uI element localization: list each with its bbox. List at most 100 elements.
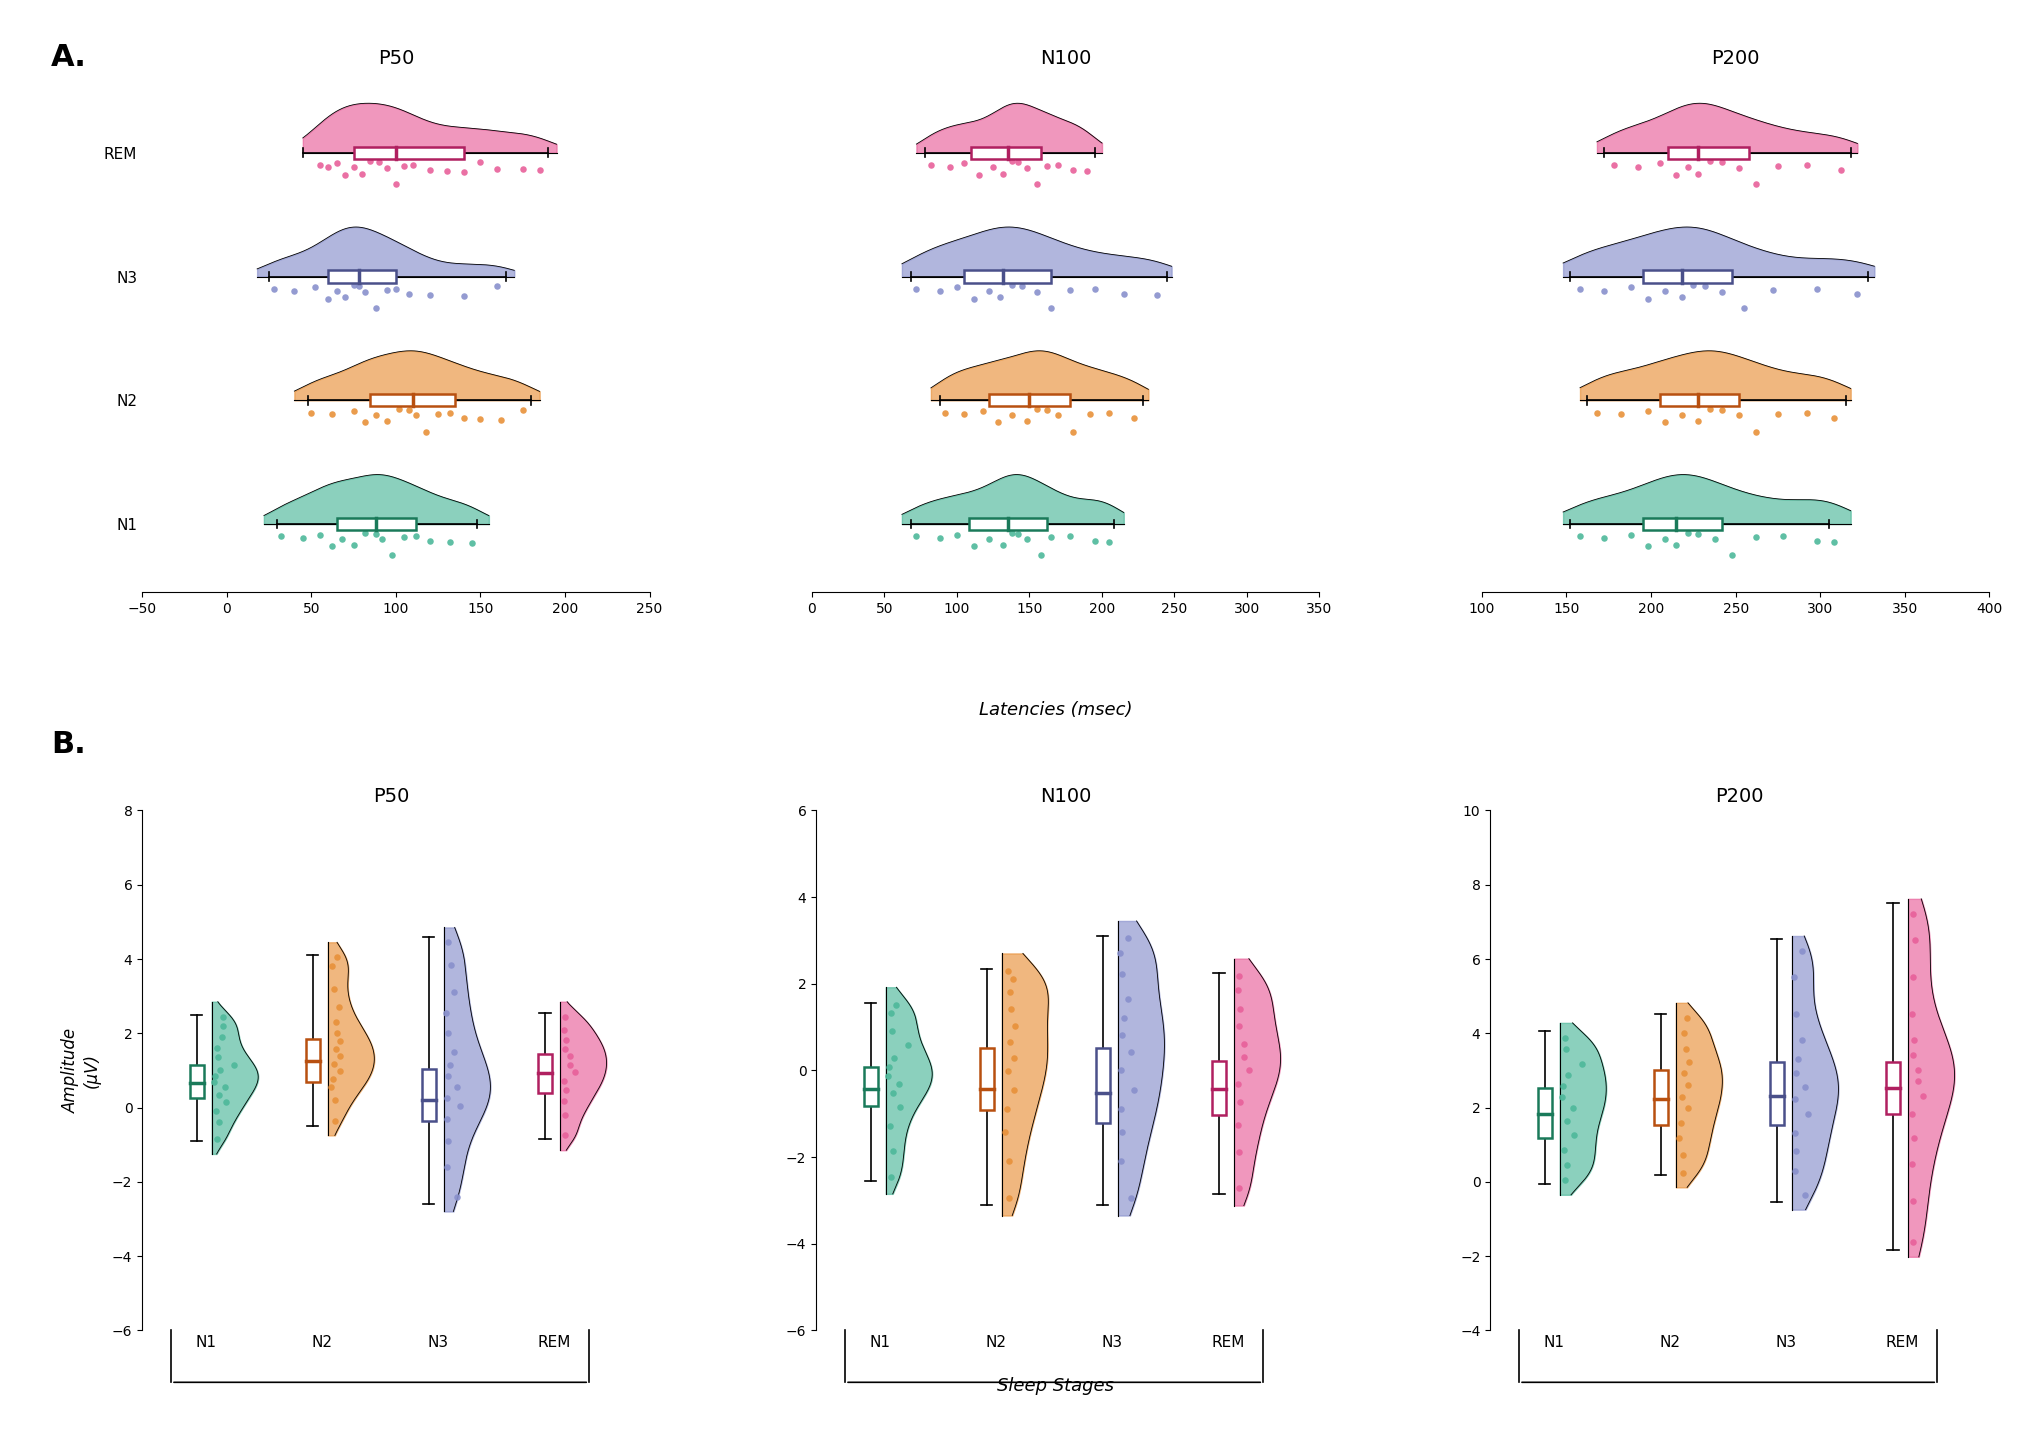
Point — [1906, 1084, 1939, 1108]
Point — [1092, 531, 1125, 554]
Point — [1673, 1051, 1705, 1074]
Point — [481, 275, 514, 298]
Point — [1817, 406, 1849, 429]
Bar — [1096, 1048, 1110, 1124]
Point — [1788, 1076, 1821, 1099]
Point — [1565, 1053, 1598, 1076]
Point — [1104, 1121, 1137, 1144]
Point — [394, 398, 426, 421]
Point — [1689, 275, 1721, 298]
Title: P200: P200 — [1711, 49, 1760, 68]
Point — [323, 1060, 355, 1083]
Point — [1108, 282, 1141, 305]
Point — [1723, 156, 1756, 179]
Point — [995, 998, 1027, 1021]
Point — [447, 406, 479, 429]
Point — [1222, 1177, 1255, 1200]
Point — [319, 1089, 351, 1112]
Point — [323, 1044, 355, 1067]
Point — [430, 159, 463, 182]
Point — [1896, 1043, 1928, 1066]
Point — [353, 150, 386, 174]
Point — [1896, 1103, 1928, 1126]
Point — [1762, 402, 1795, 425]
Point — [1780, 1002, 1813, 1025]
Point — [365, 528, 398, 551]
Point — [1841, 282, 1874, 305]
Point — [550, 1079, 583, 1102]
Point — [1780, 1139, 1813, 1163]
Point — [1547, 1086, 1579, 1109]
Bar — [189, 1064, 203, 1099]
Point — [1715, 544, 1748, 567]
Point — [321, 946, 353, 969]
Point — [203, 1111, 235, 1134]
Title: P200: P200 — [1715, 787, 1764, 805]
Point — [1222, 979, 1255, 1002]
Point — [410, 421, 443, 444]
Point — [997, 403, 1029, 427]
Point — [997, 273, 1029, 296]
Point — [1141, 283, 1173, 307]
Point — [976, 156, 1009, 179]
Point — [1667, 1144, 1699, 1167]
Point — [1011, 409, 1043, 432]
Point — [924, 279, 956, 302]
Point — [877, 1139, 909, 1163]
Bar — [1212, 1061, 1226, 1115]
Point — [1671, 1096, 1703, 1119]
Point — [997, 1079, 1029, 1102]
Point — [481, 158, 514, 181]
Point — [1669, 1037, 1701, 1060]
Point — [438, 1040, 471, 1063]
Point — [1011, 528, 1043, 551]
Bar — [1539, 1089, 1551, 1138]
Point — [1898, 902, 1931, 925]
Point — [363, 150, 396, 174]
Point — [434, 531, 467, 554]
Point — [325, 1030, 357, 1053]
Point — [1669, 1061, 1701, 1084]
Point — [317, 1053, 349, 1076]
Point — [1104, 1058, 1137, 1082]
Bar — [337, 518, 416, 531]
Point — [1551, 1154, 1583, 1177]
Point — [1632, 399, 1665, 422]
Point — [558, 1061, 591, 1084]
Point — [1106, 1024, 1139, 1047]
Point — [993, 1060, 1025, 1083]
Point — [1898, 1126, 1931, 1150]
Bar — [1770, 1063, 1784, 1125]
Point — [1683, 162, 1715, 185]
Point — [323, 996, 355, 1019]
Point — [1896, 1231, 1928, 1254]
Point — [1665, 403, 1697, 427]
Point — [199, 1099, 231, 1122]
Point — [991, 1098, 1023, 1121]
Point — [465, 406, 497, 429]
Point — [1551, 1063, 1583, 1086]
Text: A.: A. — [51, 43, 87, 72]
Point — [315, 954, 347, 977]
Point — [873, 1056, 905, 1079]
Title: P50: P50 — [374, 787, 410, 805]
Point — [1778, 1087, 1811, 1111]
Point — [319, 1109, 351, 1132]
Point — [554, 1044, 587, 1067]
Point — [315, 403, 347, 427]
Bar — [863, 1067, 877, 1106]
Point — [1671, 1006, 1703, 1030]
Point — [313, 155, 345, 178]
Point — [1222, 1073, 1255, 1096]
Point — [432, 1064, 465, 1087]
Point — [972, 528, 1005, 551]
Point — [430, 1129, 463, 1152]
Point — [258, 278, 290, 301]
Point — [1614, 523, 1646, 547]
Point — [877, 1082, 909, 1105]
Point — [993, 959, 1025, 982]
Bar — [353, 146, 463, 159]
Point — [349, 281, 382, 304]
Point — [400, 525, 432, 548]
Point — [985, 286, 1017, 309]
